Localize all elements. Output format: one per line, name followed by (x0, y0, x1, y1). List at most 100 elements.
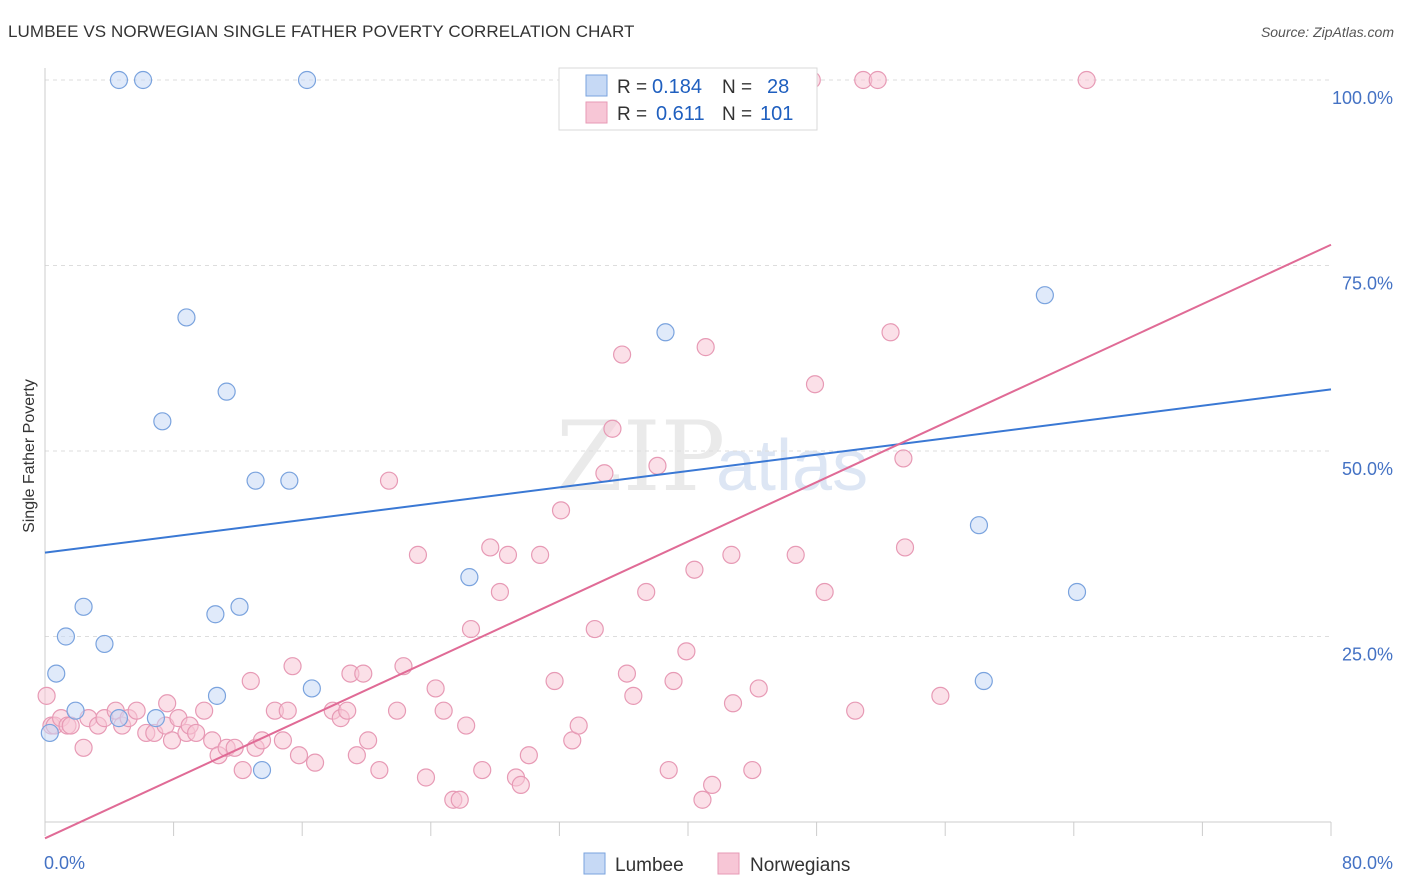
legend-r-value-lumbee: 0.184 (652, 76, 702, 98)
y-tick-labels: 25.0% 50.0% 75.0% 100.0% (1332, 88, 1393, 665)
legend-n-value-lumbee: 28 (767, 76, 789, 98)
lumbee-point (133, 70, 153, 90)
norwegian-point (805, 375, 825, 394)
lumbee-points (40, 70, 1087, 780)
y-tick-label: 75.0% (1342, 274, 1393, 294)
y-tick-label: 100.0% (1332, 88, 1393, 108)
norwegian-point (450, 790, 469, 809)
y-axis-label: Single Father Poverty (21, 379, 38, 533)
norwegian-point (895, 538, 915, 557)
norwegian-trend-line (44, 243, 1332, 840)
norwegian-point (347, 746, 366, 765)
norwegian-point (426, 679, 445, 698)
norwegian-point (846, 701, 865, 720)
lumbee-point (974, 671, 993, 691)
norwegian-point (278, 701, 297, 720)
norwegian-point (585, 619, 604, 639)
norwegian-point (569, 716, 588, 735)
source-label: Source: ZipAtlas.com (1260, 24, 1394, 40)
norwegian-point (387, 701, 407, 720)
norwegian-point (551, 501, 571, 520)
lumbee-point (460, 568, 479, 587)
lumbee-point (153, 412, 172, 431)
lumbee-point (206, 605, 225, 624)
norwegian-point (595, 464, 614, 483)
norwegian-point (74, 738, 93, 757)
lumbee-point (177, 308, 196, 327)
lumbee-point (656, 323, 675, 342)
lumbee-point (217, 382, 236, 401)
trend-lines (44, 243, 1332, 840)
x-tick-label-max: 80.0% (1342, 853, 1393, 873)
norwegian-point (894, 449, 913, 468)
chart-title: LUMBEE VS NORWEGIAN SINGLE FATHER POVERT… (8, 22, 635, 41)
norwegian-point (749, 679, 768, 698)
gridlines (45, 79, 1331, 637)
norwegian-point (434, 701, 453, 720)
norwegian-point (519, 746, 538, 765)
norwegian-point (490, 582, 510, 602)
norwegian-point (461, 619, 481, 639)
legend-r-label-norwegian: R = (617, 104, 647, 125)
norwegian-point (693, 790, 712, 809)
lumbee-point (1035, 286, 1054, 305)
legend-n-label-norwegian: N = (722, 104, 752, 125)
norwegian-point (408, 545, 428, 564)
norwegian-point (648, 456, 667, 475)
x-tick-label-min: 0.0% (44, 853, 85, 873)
norwegian-point (359, 731, 378, 750)
norwegian-point (696, 338, 715, 357)
lumbee-point (207, 686, 227, 705)
norwegian-point (283, 657, 302, 676)
bottom-legend-swatch-lumbee (583, 852, 606, 875)
norwegian-point (659, 760, 678, 780)
norwegian-point (677, 642, 696, 661)
lumbee-point (302, 679, 321, 698)
norwegian-point (289, 746, 309, 765)
norwegian-point (722, 545, 741, 564)
lumbee-point (969, 516, 989, 535)
norwegian-point (815, 582, 834, 602)
norwegian-point (195, 701, 214, 720)
lumbee-point (56, 627, 75, 646)
norwegian-point (545, 671, 564, 691)
norwegian-point (273, 731, 293, 750)
lumbee-point (1067, 582, 1087, 602)
norwegian-point (664, 671, 683, 691)
norwegian-point (624, 686, 643, 705)
norwegian-point (743, 760, 762, 780)
lumbee-point (66, 701, 85, 720)
norwegian-point (617, 664, 637, 683)
norwegian-point (370, 760, 389, 780)
norwegian-point (354, 664, 373, 683)
norwegian-point (723, 694, 743, 713)
lumbee-point (252, 760, 272, 780)
bottom-legend-label-lumbee: Lumbee (615, 855, 684, 876)
norwegian-point (162, 731, 182, 750)
norwegian-point (931, 686, 950, 705)
y-tick-label: 25.0% (1342, 645, 1393, 665)
norwegian-point (786, 545, 805, 564)
norwegian-point (498, 545, 518, 564)
series-legend: Lumbee Norwegians (583, 852, 850, 876)
norwegian-point (481, 538, 500, 557)
lumbee-point (280, 471, 299, 490)
lumbee-point (74, 597, 93, 616)
norwegian-point (457, 716, 476, 735)
norwegian-point (379, 471, 399, 490)
legend-r-value-norwegian: 0.611 (656, 103, 705, 125)
norwegian-point (305, 753, 325, 772)
norwegian-point (233, 760, 252, 780)
legend-swatch-norwegian (585, 101, 608, 124)
legend-n-value-norwegian: 101 (760, 103, 793, 125)
watermark-zip: ZIP (556, 401, 725, 513)
norwegian-point (158, 694, 177, 713)
lumbee-point (246, 471, 265, 490)
norwegian-point (37, 686, 56, 705)
norwegian-point (612, 345, 632, 364)
norwegian-point (531, 545, 550, 564)
lumbee-point (109, 709, 129, 728)
x-ticks (44, 822, 1332, 836)
legend-r-label-lumbee: R = (617, 77, 647, 98)
